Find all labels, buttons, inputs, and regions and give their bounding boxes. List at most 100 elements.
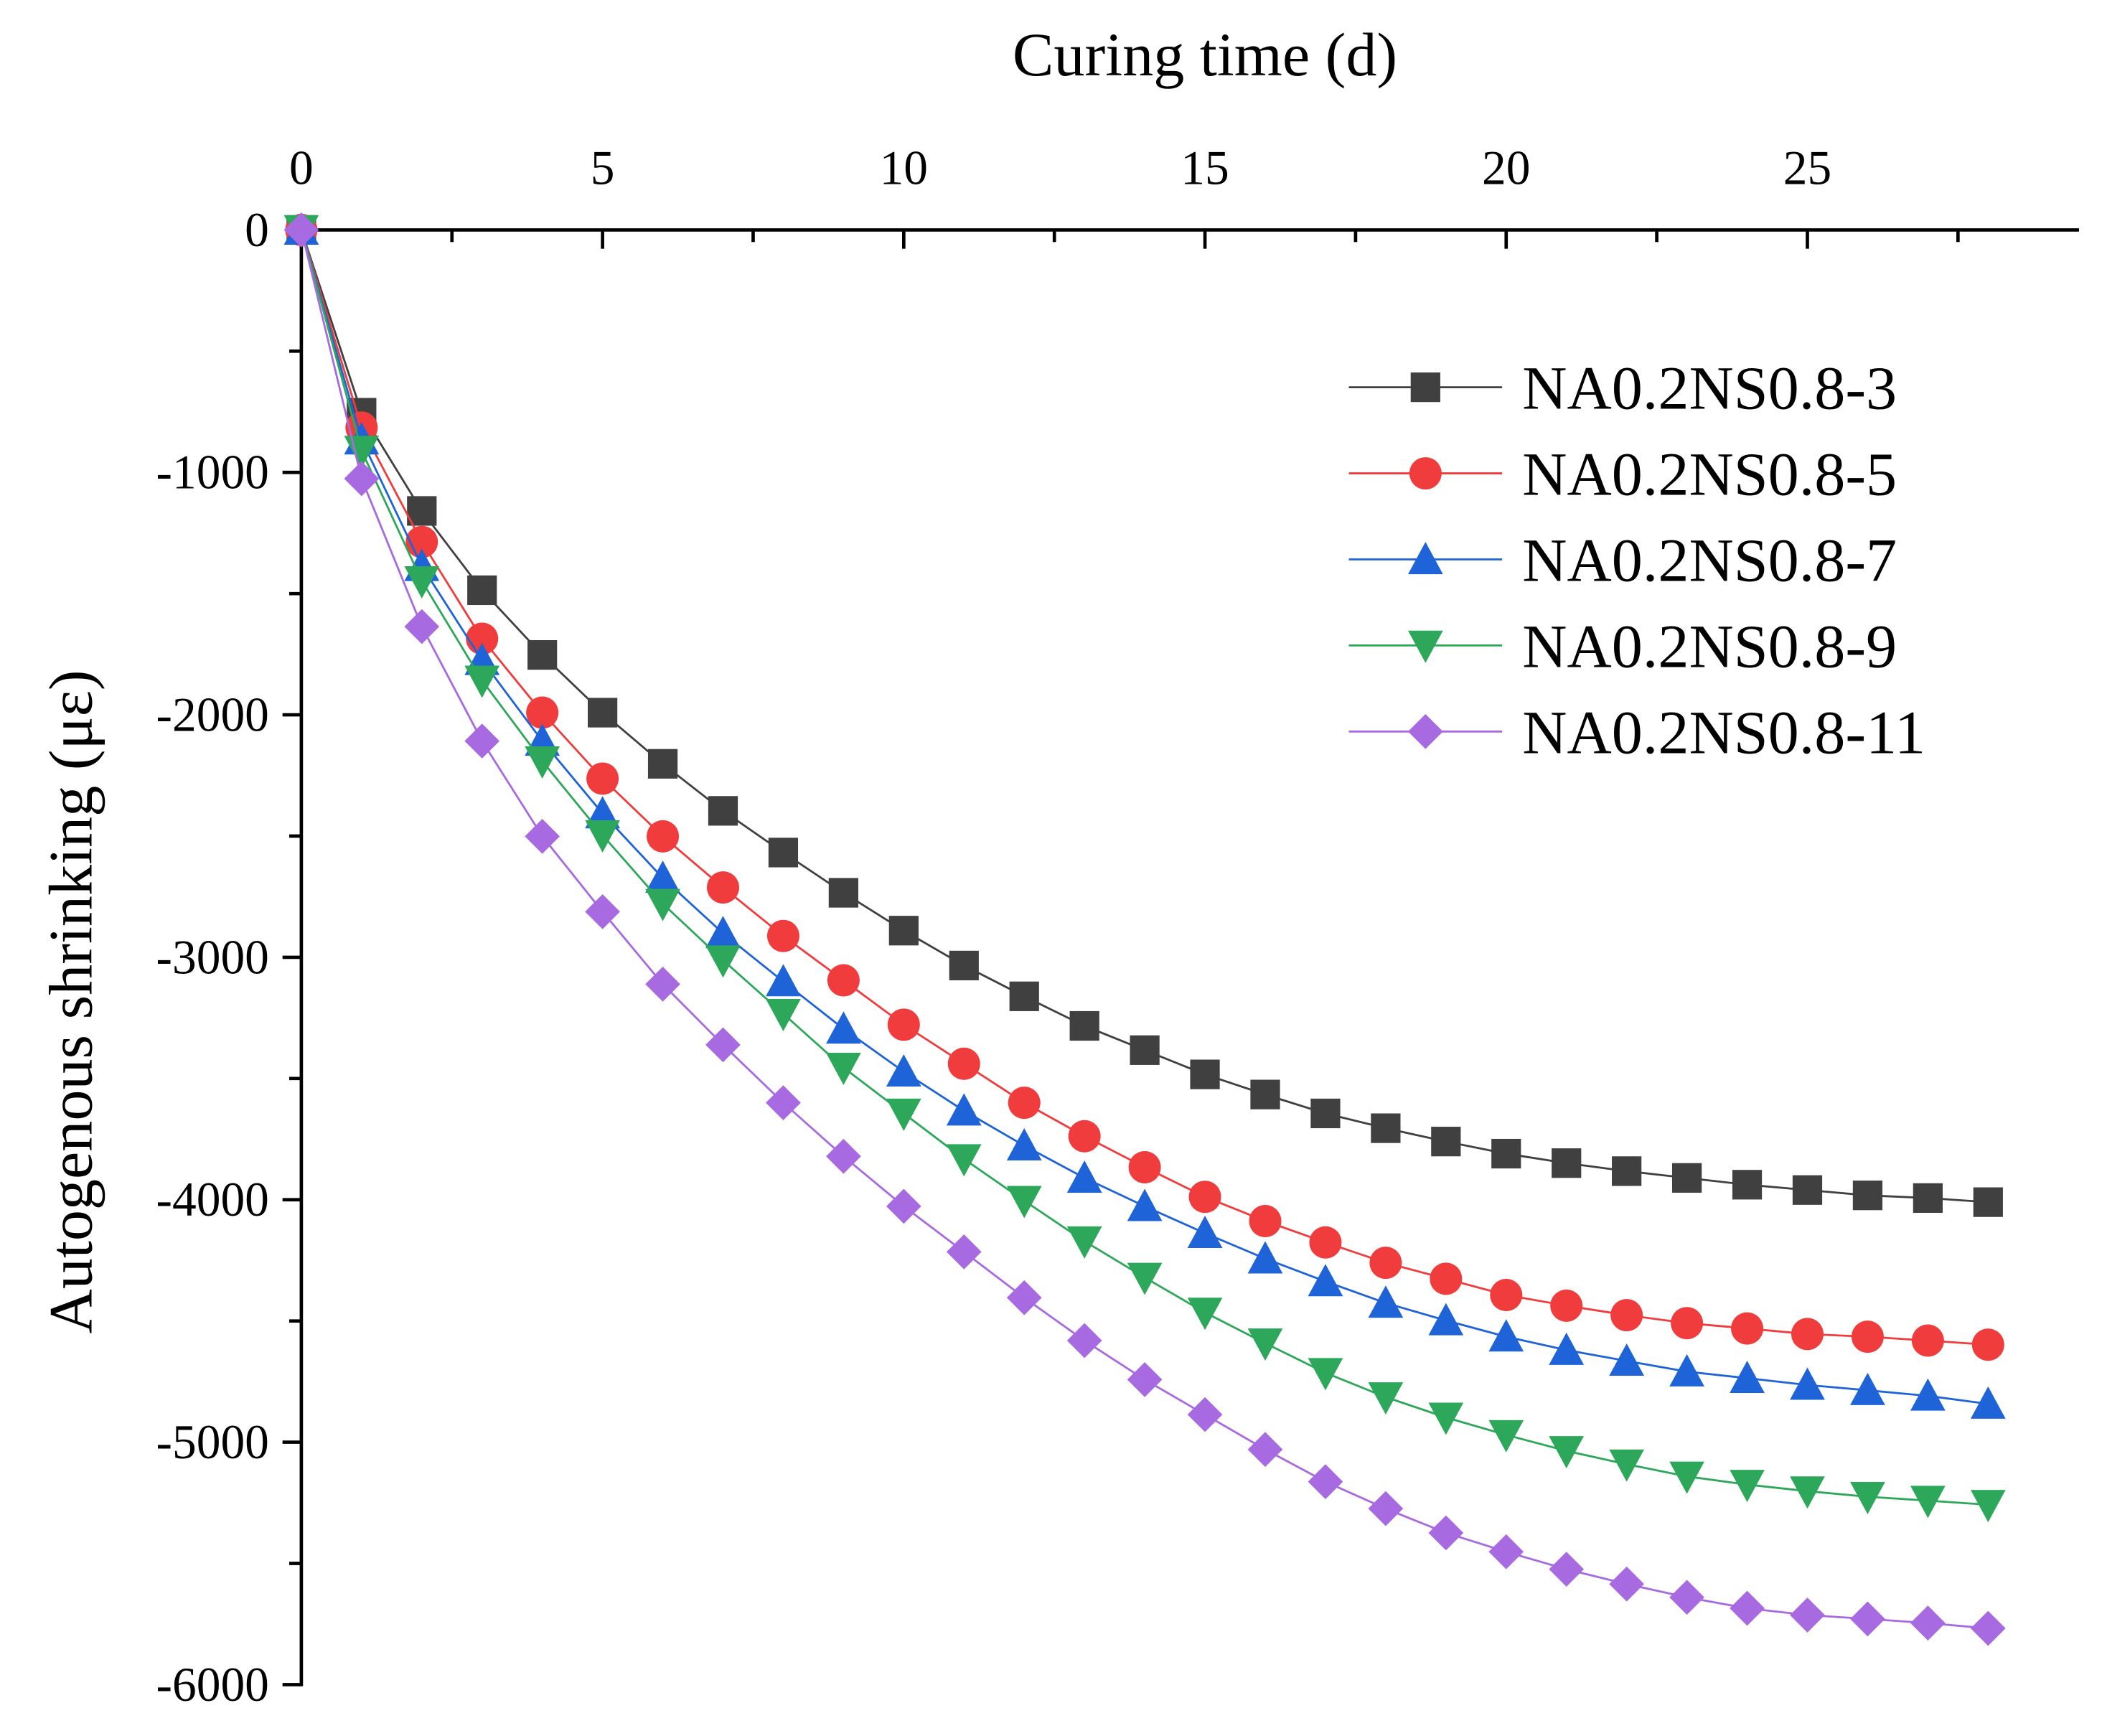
data-point <box>1552 1148 1582 1178</box>
legend-marker <box>1407 713 1443 749</box>
data-point <box>1910 1605 1946 1641</box>
series-NA0.2NS0.8-3 <box>286 215 2003 1217</box>
data-point <box>1792 1175 1823 1205</box>
data-point <box>887 1008 920 1041</box>
data-point <box>768 837 799 868</box>
data-point <box>1550 1289 1583 1322</box>
data-point <box>1730 1470 1765 1503</box>
data-point <box>705 945 741 978</box>
data-point <box>949 950 979 981</box>
data-point <box>946 1234 982 1270</box>
data-point <box>946 1093 982 1126</box>
x-tick-label: 0 <box>289 141 314 195</box>
series-NA0.2NS0.8-9 <box>283 215 2006 1523</box>
data-point <box>1970 1490 2006 1523</box>
data-point <box>1130 1035 1160 1065</box>
data-point <box>1250 1079 1280 1109</box>
data-point <box>766 964 801 997</box>
data-point <box>1850 1481 1885 1514</box>
data-point <box>1669 1461 1704 1494</box>
legend-label: NA0.2NS0.8-5 <box>1522 440 1897 509</box>
data-point <box>1188 1181 1221 1214</box>
data-point <box>1970 1386 2006 1419</box>
data-point <box>1430 1262 1463 1295</box>
data-point <box>1549 1552 1585 1587</box>
data-point <box>645 967 680 1002</box>
data-point <box>647 820 680 853</box>
legend-item: NA0.2NS0.8-3 <box>1348 354 1897 423</box>
data-point <box>1190 1059 1220 1089</box>
data-point <box>1006 1280 1042 1315</box>
data-point <box>1249 1204 1282 1237</box>
data-point <box>1069 1010 1099 1041</box>
legend-item: NA0.2NS0.8-9 <box>1348 611 1897 680</box>
data-point <box>1609 1343 1645 1376</box>
data-point <box>886 1188 921 1224</box>
data-point <box>826 1011 861 1044</box>
data-point <box>1006 1128 1042 1161</box>
data-point <box>1371 1113 1401 1143</box>
data-point <box>586 762 619 795</box>
data-point <box>1790 1367 1825 1400</box>
y-tick-label: -2000 <box>156 688 269 742</box>
x-tick-label: 25 <box>1783 141 1831 195</box>
data-point <box>464 723 500 759</box>
data-point <box>467 575 497 606</box>
x-tick-label: 15 <box>1181 141 1229 195</box>
y-tick-label: -6000 <box>156 1658 269 1712</box>
data-point <box>1970 1610 2006 1646</box>
data-point <box>1612 1156 1642 1186</box>
legend-label: NA0.2NS0.8-11 <box>1522 698 1925 766</box>
data-point <box>1669 1580 1704 1615</box>
data-point <box>525 818 560 854</box>
data-point <box>1732 1170 1763 1200</box>
data-point <box>1368 1382 1404 1415</box>
y-tick-label: -5000 <box>156 1415 269 1469</box>
data-point <box>1973 1187 2003 1217</box>
data-point <box>1247 1432 1283 1468</box>
data-point <box>464 665 500 698</box>
data-point <box>527 640 558 670</box>
data-point <box>766 919 799 952</box>
data-point <box>1911 1324 1944 1357</box>
data-point <box>1488 1319 1524 1352</box>
data-point <box>1671 1307 1704 1340</box>
data-point <box>888 916 919 946</box>
data-point <box>1910 1378 1946 1411</box>
x-axis-label: Curing time (d) <box>1013 20 1397 89</box>
legend-marker <box>1410 372 1440 403</box>
data-point <box>1308 1464 1343 1500</box>
legend-label: NA0.2NS0.8-9 <box>1522 611 1897 680</box>
data-point <box>1428 1402 1464 1435</box>
data-point <box>766 1085 801 1120</box>
data-point <box>1127 1188 1163 1221</box>
data-point <box>1310 1098 1341 1129</box>
data-point <box>1127 1362 1163 1397</box>
data-point <box>886 1098 921 1131</box>
data-point <box>1187 1216 1223 1248</box>
data-point <box>1549 1332 1585 1365</box>
x-tick-label: 20 <box>1482 141 1530 195</box>
data-point <box>946 1144 982 1177</box>
data-point <box>404 609 440 644</box>
data-point <box>1913 1183 1943 1213</box>
data-point <box>1066 1160 1102 1193</box>
data-point <box>1128 1150 1161 1183</box>
data-point <box>1066 1323 1102 1359</box>
data-point <box>1428 1515 1464 1551</box>
data-point <box>404 566 440 599</box>
data-point <box>705 1027 741 1063</box>
data-point <box>1368 1491 1404 1526</box>
data-point <box>1850 1601 1885 1637</box>
data-point <box>1008 1087 1041 1120</box>
legend-marker <box>1407 542 1443 575</box>
data-point <box>1369 1247 1402 1280</box>
data-point <box>826 1138 861 1174</box>
data-point <box>1247 1328 1283 1361</box>
data-point <box>525 746 560 779</box>
data-point <box>1730 1590 1765 1626</box>
data-point <box>1491 1138 1521 1169</box>
data-point <box>1669 1353 1704 1387</box>
legend-marker <box>1409 457 1442 490</box>
data-point <box>526 696 559 729</box>
